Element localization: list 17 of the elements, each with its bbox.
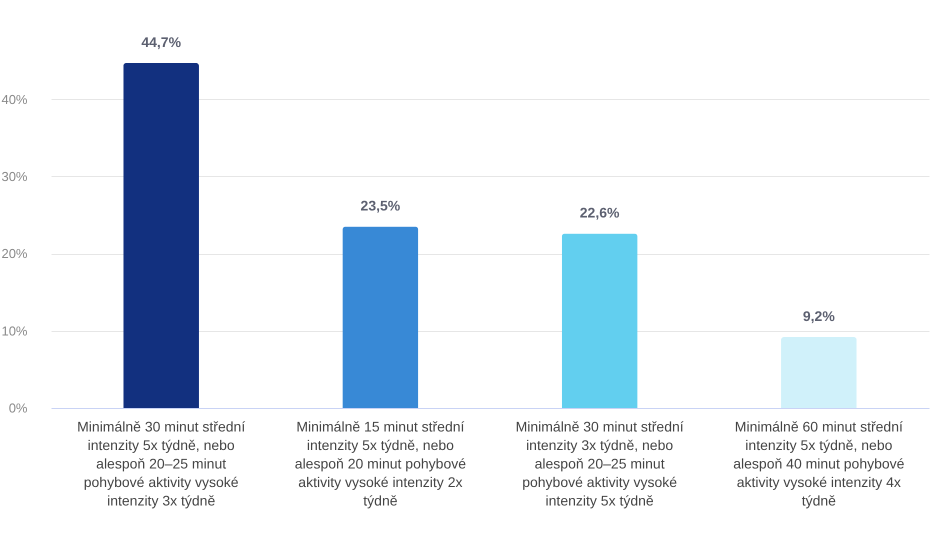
bar [562, 234, 638, 408]
y-tick-label: 0% [8, 400, 28, 416]
data-label: 9,2% [802, 308, 836, 324]
x-tick-label: Minimálně 60 minut střední intenzity 5x týdně, nebo alespoň 40 minut pohybové aktivity vysoké intenzity 4x týdně [733, 418, 905, 508]
data-label: 44,7% [141, 34, 182, 50]
bar [342, 226, 418, 408]
data-label: 23,5% [360, 198, 401, 214]
x-tick-label: Minimálně 15 minut střední intenzity 5x týdně, nebo alespoň 20 minut pohybové aktivity vysoké intenzity 2x týdně [294, 418, 466, 508]
x-tick-label: Minimálně 30 minut střední intenzity 5x týdně, nebo alespoň 20–25 minut pohybové aktivity vysoké intenzity 3x týdně [77, 418, 246, 508]
bar [781, 336, 857, 408]
x-tick-label: Minimálně 30 minut střední intenzity 3x týdně, nebo alespoň 20–25 minut pohybové aktivity vysoké intenzity 5x týdně [516, 418, 684, 508]
y-tick-label: 30% [1, 168, 28, 184]
y-tick-label: 10% [1, 323, 28, 338]
bar [123, 63, 199, 408]
data-label: 22,6% [580, 204, 620, 221]
y-tick-label: 20% [1, 246, 28, 262]
y-tick-label: 40% [1, 92, 28, 107]
